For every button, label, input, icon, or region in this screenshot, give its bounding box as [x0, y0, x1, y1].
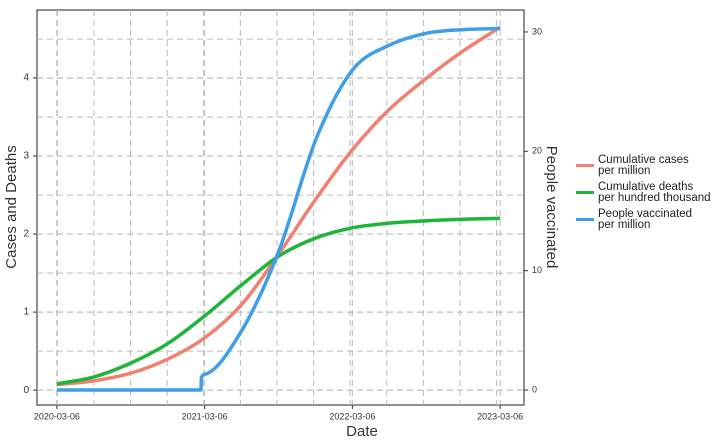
x-tick-label: 2022-03-06	[329, 411, 375, 421]
legend-label: People vaccinated per million	[598, 207, 692, 231]
legend-item: Cumulative cases per million	[576, 152, 711, 179]
legend-key	[576, 218, 594, 221]
legend-item: People vaccinated per million	[576, 206, 711, 233]
y-tick-label: 2	[23, 229, 29, 240]
x-tick-label: 2020-03-06	[34, 411, 80, 421]
legend-label: Cumulative cases per million	[598, 153, 689, 177]
y2-axis-title: People vaccinated	[543, 146, 560, 269]
y-tick-label: 0	[23, 385, 29, 396]
series-line	[56, 25, 502, 387]
legend-label: Cumulative deaths per hundred thousand	[598, 180, 711, 204]
y2-tick-label: 0	[532, 384, 537, 394]
legend-key	[576, 164, 594, 167]
y2-tick-label: 10	[532, 265, 542, 275]
x-tick-label: 2021-03-06	[182, 411, 228, 421]
x-tick-label: 2023-03-06	[477, 411, 523, 421]
legend: Cumulative cases per million Cumulative d…	[576, 152, 711, 233]
y2-tick-label: 20	[532, 146, 542, 156]
y-tick-label: 3	[23, 151, 29, 162]
y-tick-label: 4	[23, 73, 29, 84]
y-axis-title: Cases and Deaths	[3, 145, 20, 268]
series-line	[56, 216, 501, 386]
y-tick-label: 1	[23, 307, 29, 318]
plot-frame	[36, 9, 525, 406]
series-line	[56, 26, 501, 392]
legend-item: Cumulative deaths per hundred thousand	[576, 179, 711, 206]
y2-tick-label: 30	[532, 26, 542, 36]
legend-key	[576, 191, 594, 194]
x-axis-title: Date	[346, 423, 378, 440]
